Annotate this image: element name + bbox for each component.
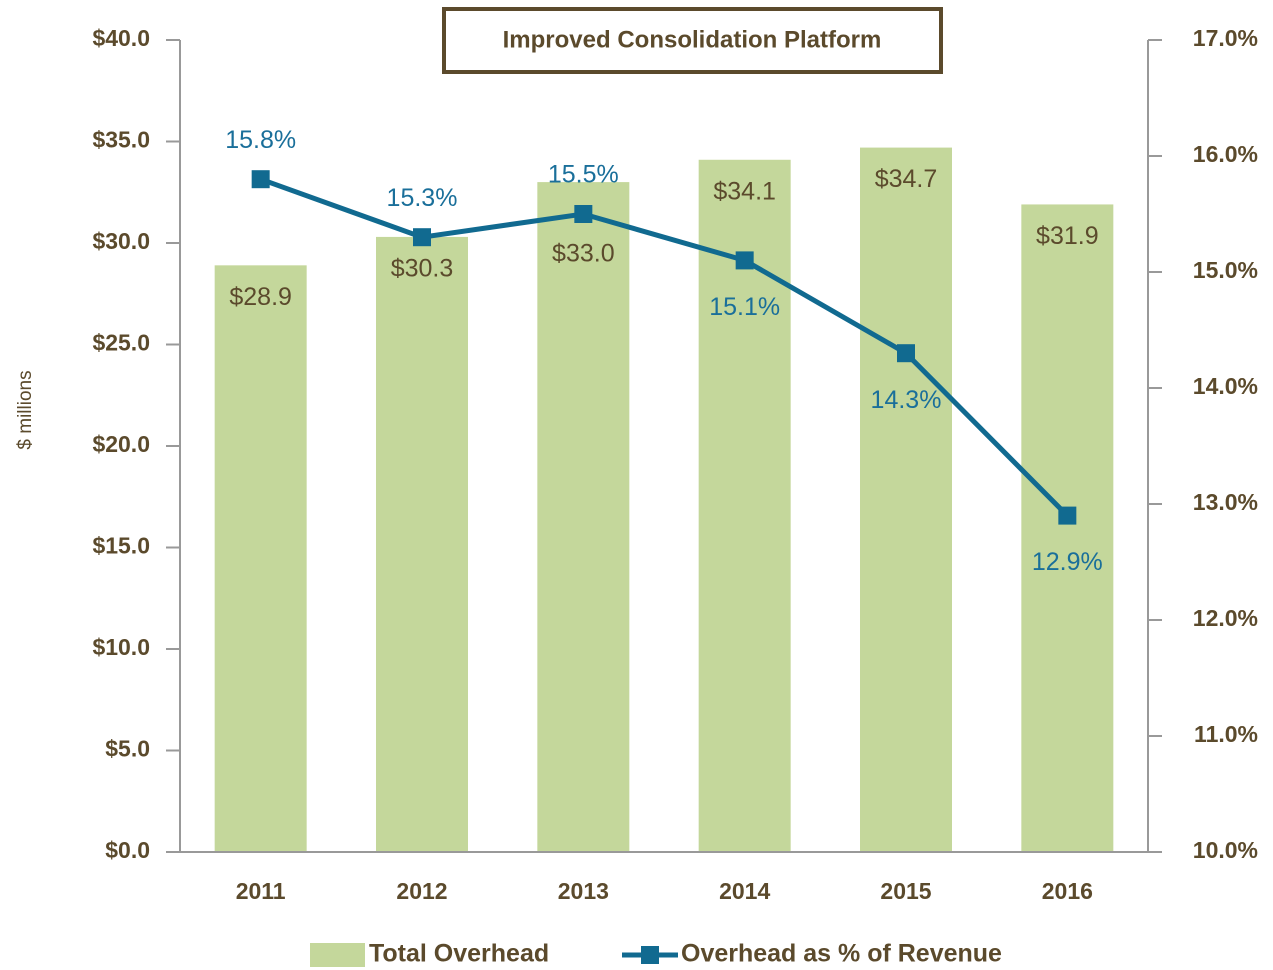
y-tick-label: $40.0 — [92, 25, 150, 51]
bar — [698, 159, 791, 852]
y-axis-label: $ millions — [15, 370, 36, 449]
line-marker — [574, 205, 593, 223]
line-marker — [1058, 506, 1077, 525]
bar — [537, 182, 630, 853]
bar-value-label: $28.9 — [229, 283, 292, 311]
chart-title: Improved Consolidation Platform — [503, 26, 882, 53]
y-tick-label: $5.0 — [105, 736, 150, 762]
x-tick-label: 2013 — [558, 878, 609, 904]
y-tick-label: $30.0 — [92, 228, 150, 254]
bar-value-label: $30.3 — [391, 255, 454, 283]
y-tick-label: $15.0 — [92, 533, 150, 559]
line-marker — [897, 344, 915, 363]
y2-tick-label: 15.0% — [1193, 257, 1258, 283]
y-tick-label: $35.0 — [92, 127, 150, 153]
bar — [1021, 204, 1114, 852]
y2-tick-label: 14.0% — [1193, 373, 1258, 399]
line-value-label: 12.9% — [1032, 548, 1103, 576]
x-tick-label: 2012 — [396, 878, 447, 904]
legend-label: Overhead as % of Revenue — [681, 940, 1002, 968]
line-marker — [735, 251, 754, 270]
legend-swatch — [641, 946, 659, 964]
bar-value-label: $33.0 — [552, 240, 615, 268]
line-marker — [251, 170, 270, 189]
bar-value-label: $34.1 — [713, 177, 776, 205]
title-box — [442, 7, 943, 74]
y-tick-label: $0.0 — [105, 837, 150, 863]
bar — [860, 147, 952, 853]
bar — [214, 265, 307, 853]
line-value-label: 14.3% — [871, 386, 942, 414]
y-tick-label: $10.0 — [92, 634, 150, 660]
bar — [376, 236, 468, 852]
y-tick-label: $25.0 — [92, 330, 150, 356]
x-tick-label: 2015 — [880, 878, 931, 904]
x-tick-label: 2016 — [1042, 878, 1093, 904]
legend-label: Total Overhead — [369, 940, 549, 968]
y2-tick-label: 13.0% — [1193, 489, 1258, 515]
bar-value-label: $34.7 — [875, 165, 938, 193]
y2-tick-label: 17.0% — [1193, 25, 1258, 51]
line-value-label: 15.1% — [709, 293, 780, 321]
y2-tick-label: 16.0% — [1193, 141, 1258, 167]
line-value-label: 15.8% — [225, 126, 296, 154]
line — [259, 176, 1070, 518]
line-value-label: 15.3% — [387, 184, 458, 212]
y2-tick-label: 12.0% — [1193, 605, 1258, 631]
y-tick-label: $20.0 — [92, 431, 150, 457]
legend-swatch — [310, 943, 365, 967]
x-tick-label: 2014 — [719, 878, 770, 904]
line-value-label: 15.5% — [548, 161, 619, 189]
x-tick-label: 2011 — [236, 878, 286, 904]
bar-value-label: $31.9 — [1036, 222, 1099, 250]
y2-tick-label: 10.0% — [1193, 837, 1258, 863]
line-marker — [413, 228, 431, 247]
y2-tick-label: 11.0% — [1194, 721, 1258, 747]
